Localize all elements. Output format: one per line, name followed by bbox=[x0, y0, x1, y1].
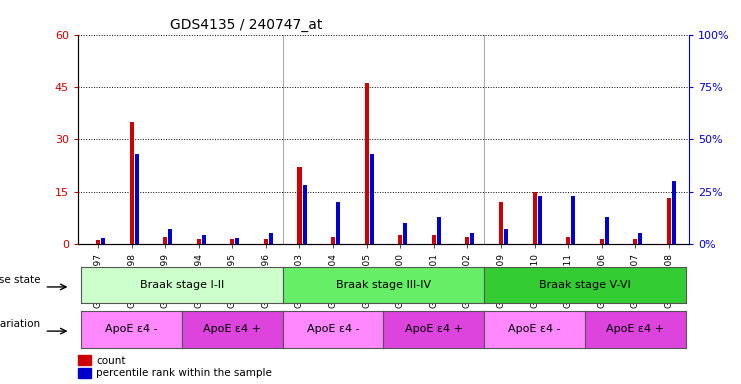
Bar bbox=[168, 229, 172, 244]
Bar bbox=[437, 217, 441, 244]
Bar bbox=[465, 237, 470, 244]
Bar bbox=[130, 122, 133, 244]
Text: Braak stage III-IV: Braak stage III-IV bbox=[336, 280, 431, 290]
Bar bbox=[566, 237, 571, 244]
Bar bbox=[236, 238, 239, 244]
Bar bbox=[331, 237, 335, 244]
Bar bbox=[269, 233, 273, 244]
Bar bbox=[196, 238, 201, 244]
Bar bbox=[432, 235, 436, 244]
Text: ApoE ε4 -: ApoE ε4 - bbox=[508, 324, 561, 334]
Text: genotype/variation: genotype/variation bbox=[0, 319, 41, 329]
Bar bbox=[163, 237, 167, 244]
Bar bbox=[365, 83, 369, 244]
Bar bbox=[96, 240, 100, 244]
Bar bbox=[571, 196, 575, 244]
Bar bbox=[672, 181, 676, 244]
Bar bbox=[370, 154, 373, 244]
Bar bbox=[639, 233, 642, 244]
Bar bbox=[398, 235, 402, 244]
Text: percentile rank within the sample: percentile rank within the sample bbox=[96, 368, 272, 379]
Text: Braak stage V-VI: Braak stage V-VI bbox=[539, 280, 631, 290]
Text: ApoE ε4 -: ApoE ε4 - bbox=[105, 324, 158, 334]
Bar bbox=[605, 217, 609, 244]
Bar bbox=[504, 229, 508, 244]
Bar bbox=[403, 223, 408, 244]
Text: disease state: disease state bbox=[0, 275, 41, 285]
Bar bbox=[135, 154, 139, 244]
Text: ApoE ε4 -: ApoE ε4 - bbox=[307, 324, 359, 334]
Bar bbox=[302, 185, 307, 244]
Text: Braak stage I-II: Braak stage I-II bbox=[140, 280, 224, 290]
Text: ApoE ε4 +: ApoE ε4 + bbox=[203, 324, 262, 334]
Text: GDS4135 / 240747_at: GDS4135 / 240747_at bbox=[170, 18, 322, 32]
Bar bbox=[533, 192, 536, 244]
Text: ApoE ε4 +: ApoE ε4 + bbox=[405, 324, 463, 334]
Bar bbox=[599, 238, 604, 244]
Bar bbox=[78, 355, 91, 366]
Bar bbox=[336, 202, 340, 244]
Bar bbox=[634, 238, 637, 244]
Bar bbox=[78, 368, 91, 378]
Bar bbox=[297, 167, 302, 244]
Bar bbox=[202, 235, 206, 244]
Text: ApoE ε4 +: ApoE ε4 + bbox=[606, 324, 665, 334]
Bar bbox=[230, 238, 234, 244]
Text: count: count bbox=[96, 356, 125, 366]
Bar bbox=[499, 202, 503, 244]
Bar bbox=[264, 238, 268, 244]
Bar bbox=[101, 238, 105, 244]
Bar bbox=[538, 196, 542, 244]
Bar bbox=[471, 233, 474, 244]
Bar bbox=[667, 199, 671, 244]
